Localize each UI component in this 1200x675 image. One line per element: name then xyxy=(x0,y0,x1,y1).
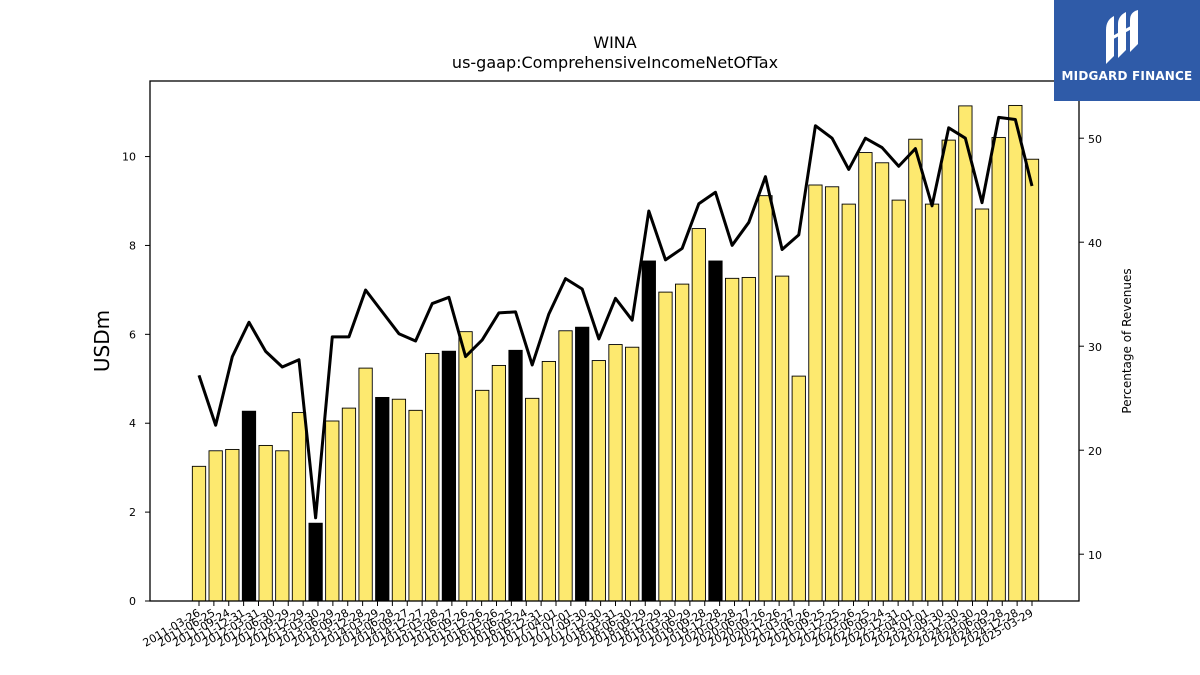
bar xyxy=(508,349,523,602)
bar xyxy=(641,260,656,602)
line-percentage-of-revenues xyxy=(197,115,1034,520)
bar xyxy=(575,326,590,602)
bar xyxy=(291,412,307,602)
bar xyxy=(658,291,673,602)
y-tick-label: 10 xyxy=(122,151,136,164)
bar xyxy=(491,364,507,602)
y-tick-label: 4 xyxy=(129,417,136,430)
bar xyxy=(708,260,723,602)
bar xyxy=(225,448,240,602)
bar xyxy=(591,360,606,602)
y-right-tick-label: 20 xyxy=(1088,445,1102,458)
line-series xyxy=(197,115,1034,520)
bar xyxy=(525,397,540,602)
bar xyxy=(308,522,323,602)
y-right-tick-label: 40 xyxy=(1088,237,1102,250)
bar xyxy=(974,208,990,602)
bar xyxy=(558,330,573,602)
x-axis: 2011-03-262011-06-252011-09-242011-12-31… xyxy=(141,601,1036,650)
bar xyxy=(924,203,940,602)
bar xyxy=(991,136,1006,602)
bar xyxy=(941,139,956,602)
bar xyxy=(958,105,973,602)
bar xyxy=(741,276,756,602)
bar xyxy=(208,450,223,602)
chart-subtitle: us-gaap:ComprehensiveIncomeNetOfTax xyxy=(452,53,778,72)
bar xyxy=(791,375,806,602)
bar xyxy=(425,352,440,602)
bar xyxy=(774,275,790,602)
y-axis-right: 10 20 30 40 50 xyxy=(1079,133,1102,562)
y-axis-left: 0 2 4 6 8 10 xyxy=(122,151,150,608)
bar xyxy=(725,277,740,602)
bar xyxy=(191,465,207,602)
y-right-tick-label: 10 xyxy=(1088,549,1102,562)
bar xyxy=(258,444,273,602)
bar xyxy=(891,199,906,602)
bar xyxy=(441,350,457,602)
bar-series xyxy=(191,104,1040,602)
bar xyxy=(758,195,773,602)
bar xyxy=(341,407,357,602)
brand-name: MIDGARD FINANCE xyxy=(1061,69,1193,83)
y-axis-label: USDm xyxy=(90,310,114,372)
bar xyxy=(275,450,290,602)
bar xyxy=(841,203,856,602)
bar xyxy=(908,138,923,602)
y-tick-label: 0 xyxy=(129,595,136,608)
y-tick-label: 2 xyxy=(129,506,136,519)
bar xyxy=(241,410,257,602)
bar xyxy=(858,152,873,602)
y-tick-label: 8 xyxy=(129,239,136,252)
bar xyxy=(458,331,473,602)
chart-title: WINA xyxy=(593,33,637,52)
bar xyxy=(1024,158,1040,602)
y-tick-label: 6 xyxy=(129,328,136,341)
midgard-logo-icon xyxy=(1106,10,1138,64)
bar xyxy=(325,420,340,602)
bar xyxy=(375,396,390,602)
brand-logo: MIDGARD FINANCE xyxy=(1054,0,1200,101)
bar xyxy=(358,367,373,602)
bar xyxy=(1008,104,1023,602)
bar xyxy=(824,186,840,602)
y-axis-label-right: Percentage of Revenues xyxy=(1120,268,1134,413)
bar xyxy=(608,344,623,602)
bar xyxy=(808,184,823,602)
bar xyxy=(391,398,407,602)
y-right-tick-label: 50 xyxy=(1088,133,1102,146)
y-right-tick-label: 30 xyxy=(1088,341,1102,354)
bar xyxy=(408,409,423,602)
bar xyxy=(541,360,556,602)
bar xyxy=(475,389,490,602)
bar xyxy=(874,162,890,602)
bar xyxy=(675,283,690,602)
bar xyxy=(691,228,706,602)
plot-frame xyxy=(149,80,1080,602)
bar xyxy=(625,346,640,602)
